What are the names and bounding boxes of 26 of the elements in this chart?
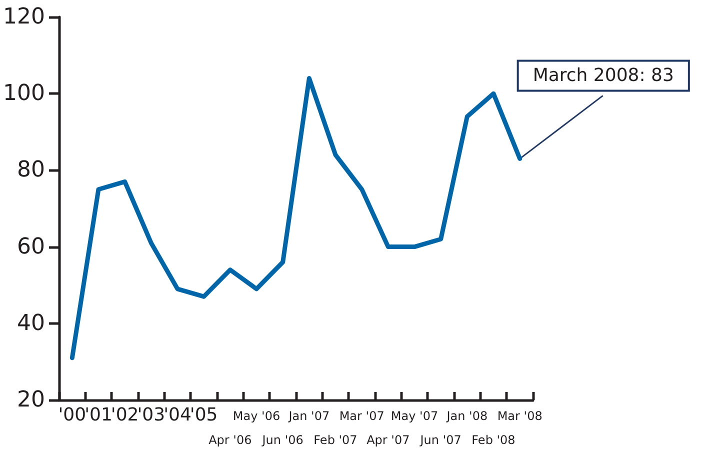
x-tick-label: '02 [110,404,139,426]
x-tick-label: '01 [84,404,112,426]
y-tick-label: 60 [16,234,45,260]
x-tick-label: Jan '08 [446,409,488,423]
x-tick-label: '05 [190,404,218,426]
y-tick-label: 20 [16,388,45,412]
x-tick-label: Apr '06 [208,433,252,447]
y-tick-label: 100 [2,81,45,106]
x-tick-label: Jan '07 [288,409,330,423]
y-tick-label: 80 [16,158,45,183]
x-tick-label: Mar '07 [339,409,384,423]
x-tick-label: Feb '08 [472,433,516,447]
annotation: March 2008: 83 [532,65,674,86]
x-tick-label: Mar '08 [497,409,542,423]
x-tick-label: Jun '06 [261,433,304,447]
x-tick-label: '04 [164,404,192,426]
y-tick-label: 120 [2,4,45,30]
x-tick-label: Apr '07 [366,433,410,447]
x-tick-label: '00 [58,404,86,426]
x-tick-label: Feb '07 [314,433,358,447]
y-tick-label: 40 [16,310,45,336]
x-tick-label: '03 [137,404,166,426]
x-tick-label: May '06 [232,409,280,423]
x-tick-label: Jun '07 [419,433,462,447]
line-series [70,76,522,360]
x-tick-label: May '07 [390,409,438,423]
